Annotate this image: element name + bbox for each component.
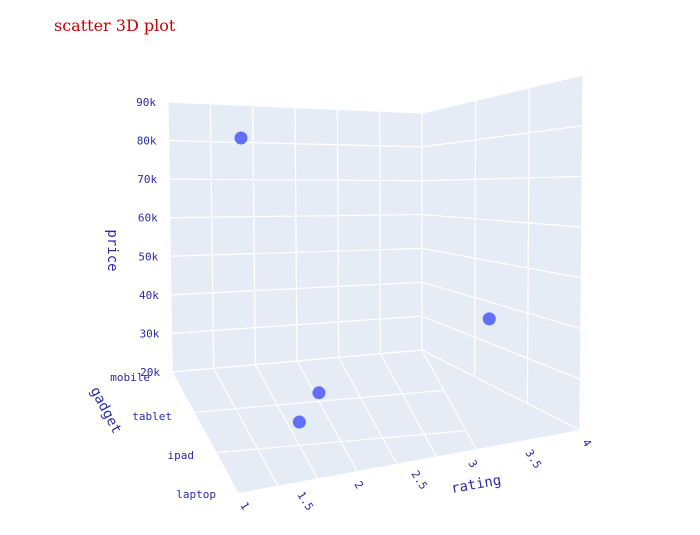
data-point-marker[interactable]	[292, 415, 306, 429]
x-tick-label: 1.5	[294, 489, 316, 513]
y-tick-label: tablet	[132, 410, 172, 423]
y-gridline-floor	[237, 470, 489, 494]
z-gridline-right	[421, 125, 583, 148]
x-gridline-floor	[213, 368, 281, 490]
y-tick-label: ipad	[168, 449, 195, 462]
x-axis-title: rating	[450, 472, 503, 497]
y-tick-label: mobile	[110, 371, 150, 384]
z-tick-label: 30k	[140, 327, 160, 340]
data-point-marker[interactable]	[234, 131, 248, 145]
y-gridline-right	[526, 87, 530, 404]
z-gridline-right	[421, 74, 584, 114]
z-tick-label: 80k	[137, 135, 157, 148]
z-gridline-right	[421, 175, 583, 182]
y-gridline-right	[474, 100, 477, 377]
y-gridline-floor	[171, 349, 423, 373]
chart-gridlines	[167, 74, 584, 494]
x-gridline-floor	[171, 371, 239, 494]
z-gridline-right	[421, 247, 582, 279]
z-tick-label: 20k	[140, 366, 160, 379]
y-gridline-right	[579, 74, 584, 431]
x-tick-label: 4	[579, 437, 594, 450]
y-gridline-floor	[193, 389, 445, 413]
z-gridline-right	[421, 349, 581, 431]
x-gridline-floor	[296, 360, 364, 483]
x-tick-label: 2	[351, 479, 366, 492]
x-gridline-back	[336, 109, 340, 358]
z-tick-label: 70k	[137, 173, 157, 186]
x-tick-label: 1	[237, 500, 252, 513]
z-gridline-right	[421, 281, 582, 330]
x-tick-label: 2.5	[408, 468, 430, 492]
chart-title: scatter 3D plot	[54, 16, 176, 35]
x-gridline-floor	[254, 364, 322, 486]
chart-tick-labels: 20k 30k 40k 50k 60k 70k 80k 90k laptop ipad tablet…	[110, 96, 594, 513]
x-gridline-back	[294, 107, 298, 362]
floor-pane	[172, 350, 580, 493]
z-axis-title: price	[104, 229, 120, 271]
x-gridline-back	[252, 105, 256, 365]
chart-markers	[234, 131, 496, 429]
z-tick-label: 50k	[138, 250, 158, 263]
x-tick-label: 3	[465, 458, 480, 471]
x-gridline-back	[379, 111, 381, 354]
z-tick-label: 60k	[138, 212, 158, 225]
x-gridline-back	[209, 103, 215, 369]
x-gridline-floor	[379, 353, 447, 475]
data-point-marker[interactable]	[312, 386, 326, 400]
y-gridline-floor	[215, 430, 467, 454]
data-point-marker[interactable]	[482, 312, 496, 326]
chart-panes	[168, 75, 583, 493]
x-gridline-floor	[421, 349, 489, 472]
back-wall-pane	[168, 102, 422, 372]
z-tick-label: 90k	[136, 96, 156, 109]
y-axis-title: gadget	[87, 384, 125, 436]
z-gridline-right	[421, 315, 581, 380]
right-wall-pane	[422, 75, 583, 430]
x-tick-label: 3.5	[522, 447, 544, 471]
z-tick-label: 40k	[139, 289, 159, 302]
z-gridline-right	[421, 213, 582, 228]
y-tick-label: laptop	[176, 488, 216, 501]
x-gridline-floor	[338, 357, 406, 479]
x-gridline-back	[167, 101, 173, 373]
